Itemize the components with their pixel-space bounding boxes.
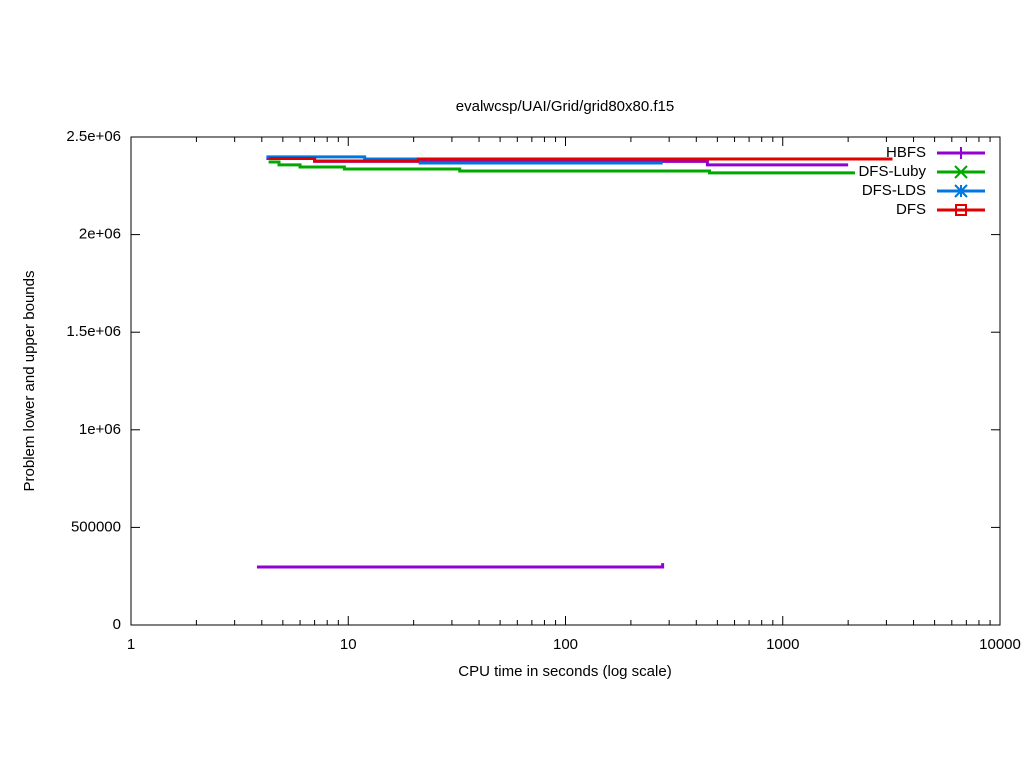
x-tick-label: 10: [340, 636, 357, 653]
y-tick-label: 1e+06: [79, 421, 121, 438]
chart-title: evalwcsp/UAI/Grid/grid80x80.f15: [456, 98, 674, 115]
legend-marker-stroke: [955, 204, 967, 216]
legend-marker: [955, 147, 967, 159]
series-line: [268, 156, 893, 163]
x-tick-label: 100: [553, 636, 578, 653]
y-tick-label: 2.5e+06: [66, 128, 121, 145]
x-axis-label: CPU time in seconds (log scale): [458, 663, 671, 680]
legend-label: DFS: [896, 201, 926, 218]
y-tick-label: 1.5e+06: [66, 323, 121, 340]
legend-marker: [954, 165, 968, 179]
x-tick-label: 1000: [766, 636, 799, 653]
legend-marker-stroke: [954, 165, 968, 179]
legend-marker-stroke: [954, 184, 968, 198]
y-tick-label: 0: [113, 616, 121, 633]
y-axis-label: Problem lower and upper bounds: [21, 271, 38, 492]
x-tick-label: 10000: [979, 636, 1021, 653]
legend-marker: [954, 184, 968, 198]
legend-label: DFS-Luby: [858, 163, 926, 180]
y-tick-label: 2e+06: [79, 226, 121, 243]
y-tick-label: 500000: [71, 518, 121, 535]
series-line: [268, 160, 855, 175]
series-line: [266, 155, 663, 165]
legend-label: DFS-LDS: [862, 182, 926, 199]
legend-marker: [955, 204, 967, 216]
x-tick-label: 1: [127, 636, 135, 653]
legend-label: HBFS: [886, 144, 926, 161]
